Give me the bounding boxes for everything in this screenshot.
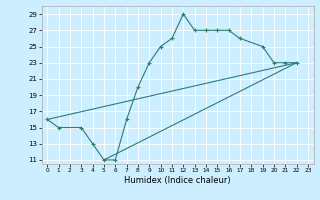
X-axis label: Humidex (Indice chaleur): Humidex (Indice chaleur) [124, 176, 231, 185]
